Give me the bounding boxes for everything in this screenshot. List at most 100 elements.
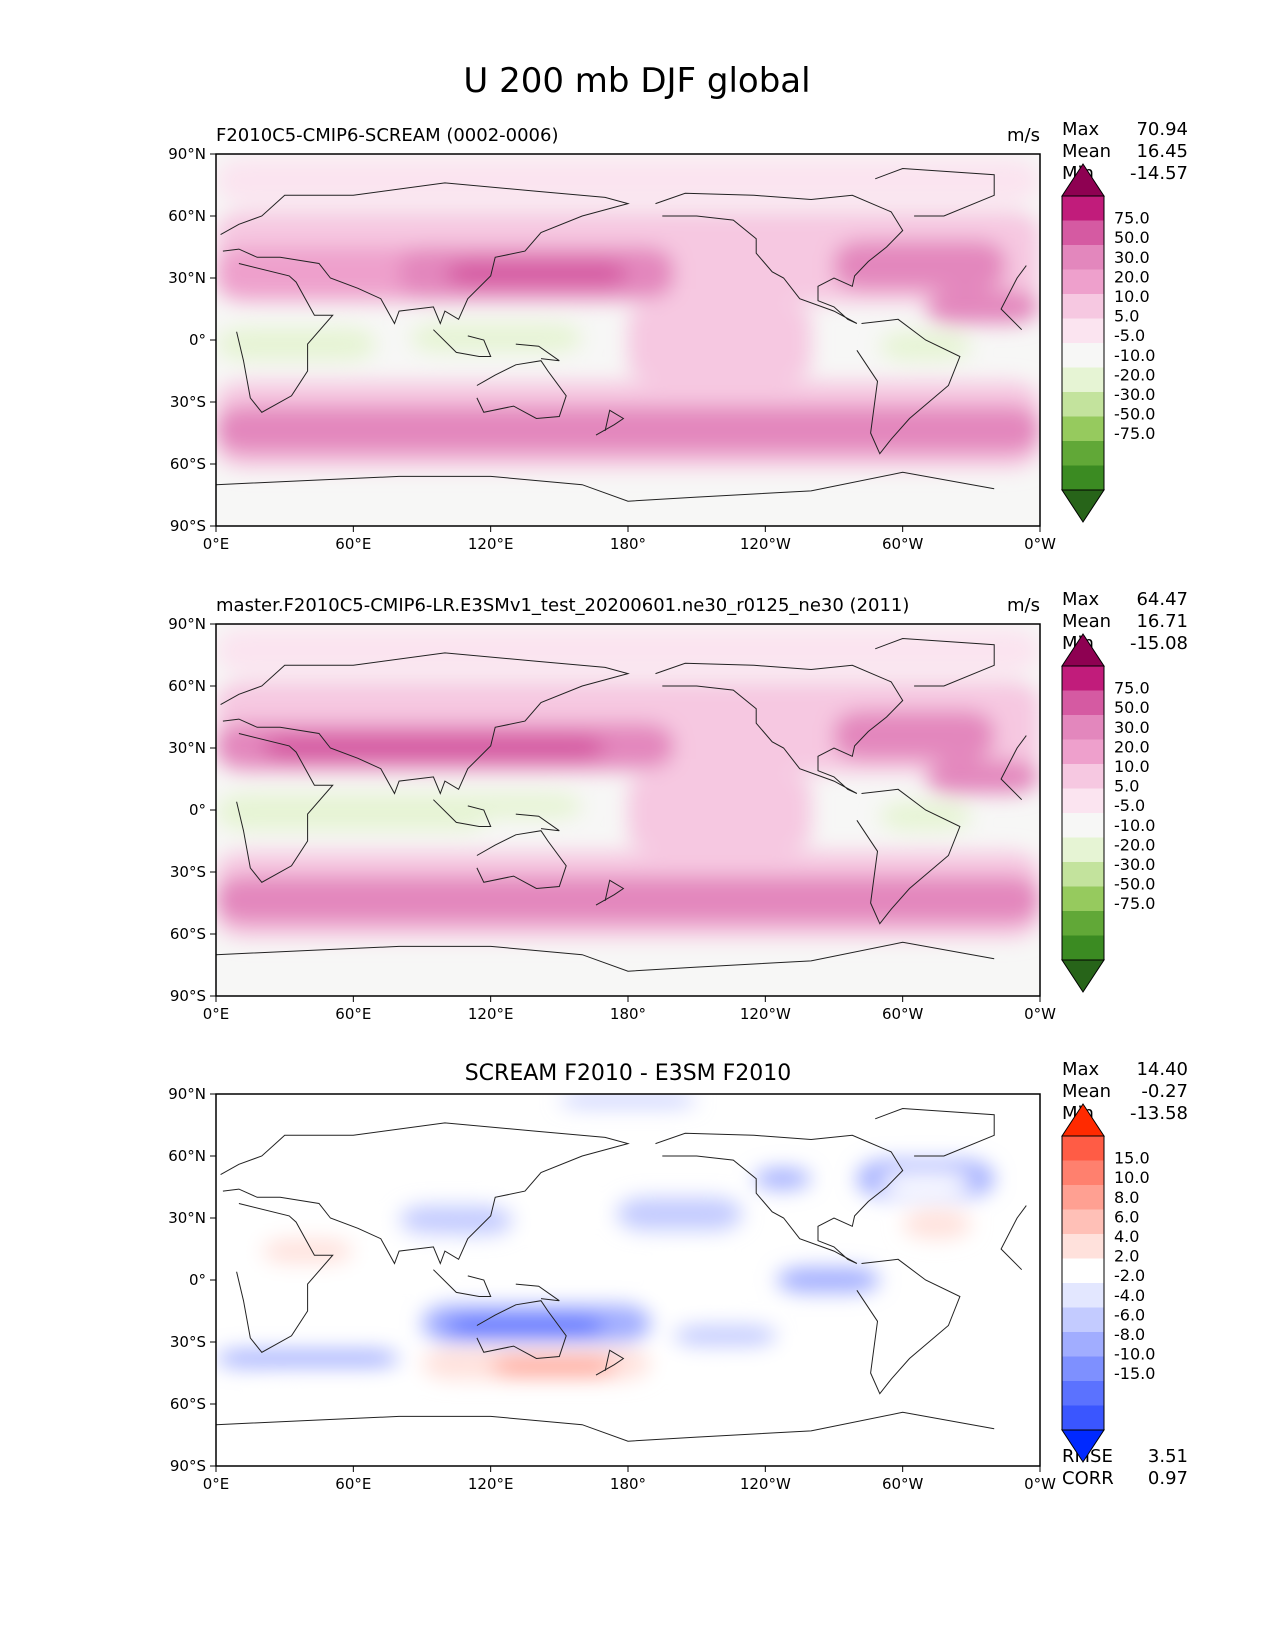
colorbar-tick-label: -4.0 — [1114, 1286, 1145, 1305]
x-tick-label: 0°W — [1024, 1475, 1056, 1493]
figure-title: U 200 mb DJF global — [463, 61, 810, 101]
contour-region — [216, 628, 1040, 674]
colorbar-tick-label: 30.0 — [1114, 248, 1150, 267]
coastline — [476, 1300, 567, 1360]
colorbar-band — [1062, 245, 1104, 270]
panel-test-units: m/s — [1007, 125, 1040, 146]
contour-region — [673, 1325, 777, 1347]
panel-reference-title: master.F2010C5-CMIP6-LR.E3SMv1_test_2020… — [216, 595, 909, 616]
colorbar-tick-label: 20.0 — [1114, 737, 1150, 756]
contour-region — [879, 331, 972, 361]
colorbar-band — [1062, 1209, 1104, 1234]
colorbar-tick-label: -50.0 — [1114, 405, 1155, 424]
x-tick-label: 120°E — [468, 1005, 514, 1023]
colorbar-tick-label: -50.0 — [1114, 875, 1155, 894]
coastline — [595, 1349, 625, 1376]
y-tick-label: 0° — [189, 801, 206, 819]
y-tick-label: 90°S — [170, 517, 206, 535]
colorbar-band — [1062, 1185, 1104, 1210]
colorbar-band — [1062, 715, 1104, 740]
colorbar-tick-label: 8.0 — [1114, 1188, 1139, 1207]
coastline — [433, 799, 492, 827]
x-tick-label: 60°E — [335, 535, 371, 553]
contour-region — [925, 290, 1040, 324]
colorbar-tick-label: 75.0 — [1114, 209, 1150, 228]
colorbar-band — [1062, 1381, 1104, 1406]
colorbar-tick-label: 10.0 — [1114, 287, 1150, 306]
colorbar-tick-label: 50.0 — [1114, 228, 1150, 247]
panel-difference-colorbar: 15.010.08.06.04.02.0-2.0-4.0-6.0-8.0-10.… — [1061, 1103, 1155, 1463]
contour-region — [399, 1205, 514, 1235]
colorbar-tick-label: 50.0 — [1114, 698, 1150, 717]
colorbar-tick-label: 10.0 — [1114, 757, 1150, 776]
coastline — [236, 733, 1027, 883]
panel-test-map: 0°E 60°E 120°E 180° 120°W 60°W 0°W 90°N 60°N 30°N… — [168, 145, 1056, 553]
colorbar-band — [1062, 764, 1104, 789]
stat-max-label: Max — [1062, 119, 1100, 140]
y-tick-label: 60°N — [168, 677, 206, 695]
colorbar-band — [1062, 343, 1104, 368]
colorbar-band — [1062, 465, 1104, 490]
colorbar-tick-label: -5.0 — [1114, 796, 1145, 815]
y-tick-label: 30°N — [168, 1209, 206, 1227]
colorbar-band — [1062, 837, 1104, 862]
stat-mean-label: Mean — [1062, 1081, 1111, 1102]
stat-min-value: -14.57 — [1130, 163, 1188, 184]
colorbar-tick-label: -30.0 — [1114, 855, 1155, 874]
contour-region — [444, 261, 628, 287]
x-tick-label: 60°E — [335, 1005, 371, 1023]
contour-region — [776, 1267, 880, 1293]
y-tick-label: 30°S — [170, 863, 206, 881]
coastline — [515, 1283, 560, 1302]
contour-region — [628, 772, 812, 852]
colorbar-tick-label: -20.0 — [1114, 835, 1155, 854]
panel-reference-colorbar: 75.050.030.020.010.05.0-5.0-10.0-20.0-30… — [1061, 633, 1155, 993]
x-tick-label: 120°E — [468, 1475, 514, 1493]
contour-region — [685, 1358, 983, 1380]
colorbar-band — [1062, 666, 1104, 691]
colorbar-tick-label: 4.0 — [1114, 1227, 1139, 1246]
y-tick-label: 30°N — [168, 739, 206, 757]
x-tick-label: 180° — [610, 1005, 646, 1023]
coastline — [236, 263, 1027, 413]
panel-reference: master.F2010C5-CMIP6-LR.E3SMv1_test_2020… — [168, 589, 1188, 1023]
x-tick-label: 60°W — [882, 535, 924, 553]
colorbar-band — [1062, 739, 1104, 764]
stat-max-label: Max — [1062, 589, 1100, 610]
y-tick-label: 90°S — [170, 1457, 206, 1475]
colorbar-tick-label: -20.0 — [1114, 365, 1155, 384]
colorbar-band — [1062, 813, 1104, 838]
colorbar-band — [1062, 1405, 1104, 1430]
coastline — [655, 192, 904, 324]
y-tick-label: 60°S — [170, 455, 206, 473]
x-tick-label: 120°W — [740, 1005, 791, 1023]
colorbar-extend-min — [1061, 959, 1105, 993]
colorbar-band — [1062, 1307, 1104, 1332]
stat-corr-label: CORR — [1062, 1468, 1114, 1489]
coastline — [476, 830, 567, 890]
coastlines — [216, 637, 1027, 972]
x-tick-label: 60°E — [335, 1475, 371, 1493]
panel-test-stats: Max 70.94 Mean 16.45 Min -14.57 — [1062, 119, 1188, 184]
contour-region — [410, 323, 583, 353]
contour-region — [216, 406, 1040, 454]
colorbar-tick-label: 10.0 — [1114, 1168, 1150, 1187]
panel-test-title: F2010C5-CMIP6-SCREAM (0002-0006) — [216, 125, 558, 146]
contour-region — [490, 1358, 617, 1376]
contour-region — [216, 327, 377, 361]
colorbar-tick-label: -15.0 — [1114, 1364, 1155, 1383]
colorbar-tick-label: -10.0 — [1114, 816, 1155, 835]
colorbar-frame — [1061, 665, 1105, 961]
colorbar-extend-min — [1061, 489, 1105, 523]
contour-region — [261, 1387, 400, 1409]
stat-max-value: 64.47 — [1136, 589, 1188, 610]
colorbar-band — [1062, 911, 1104, 936]
coastlines — [216, 1107, 1027, 1442]
panel-difference-title: SCREAM F2010 - E3SM F2010 — [465, 1061, 792, 1086]
y-tick-label: 90°S — [170, 987, 206, 1005]
coastline — [856, 788, 961, 925]
colorbar-band — [1062, 220, 1104, 245]
map-background — [216, 1094, 1040, 1466]
coastline — [595, 409, 625, 436]
